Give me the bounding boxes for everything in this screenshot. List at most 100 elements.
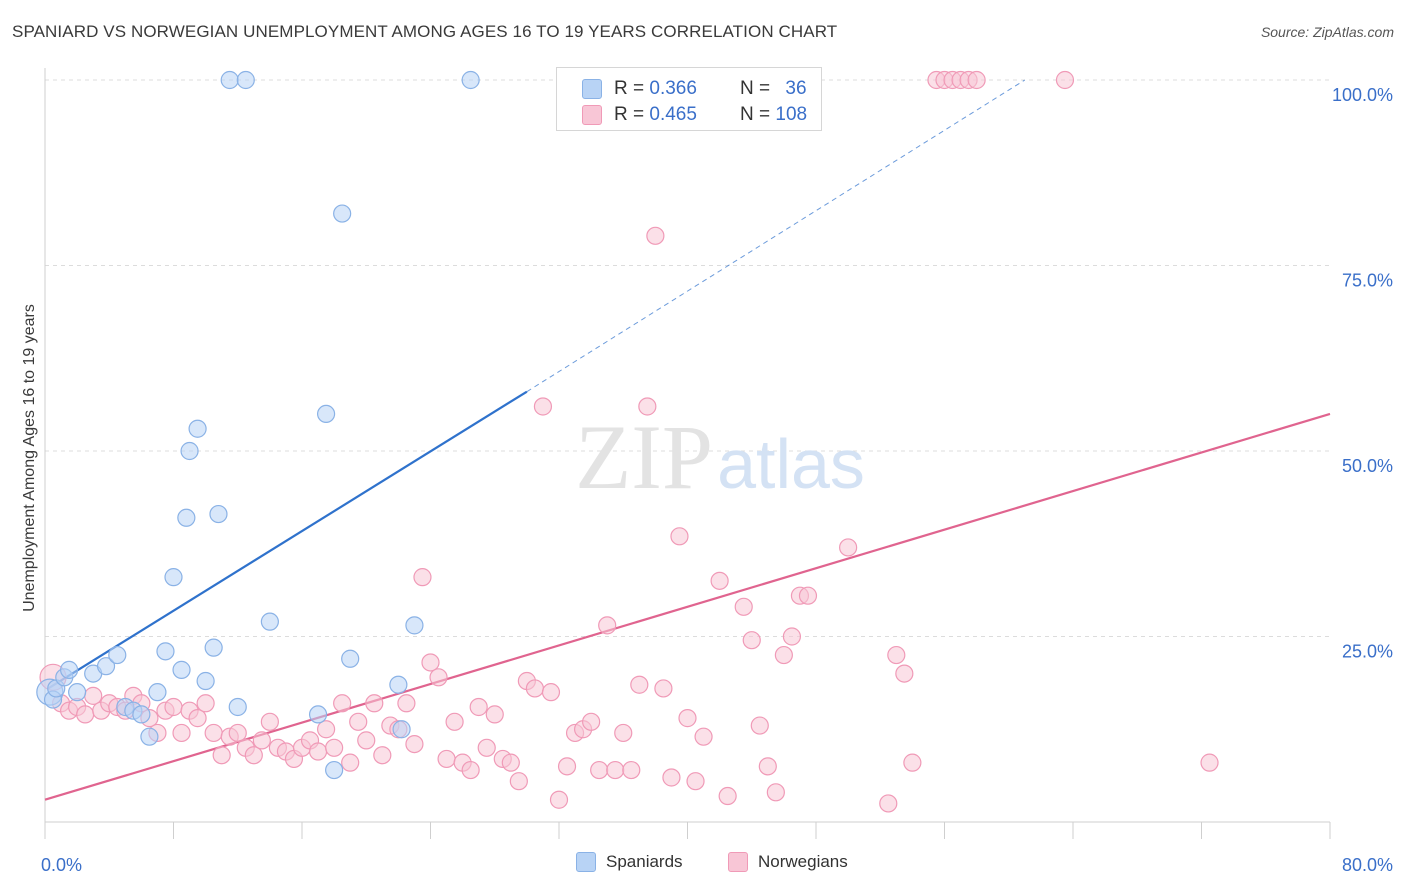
x-tick-label: 0.0%	[41, 855, 82, 875]
norwegian-point	[774, 645, 793, 665]
norwegian-point	[758, 757, 777, 776]
norwegian-point	[654, 679, 673, 698]
norwegian-point	[164, 697, 183, 717]
spaniards-legend-swatch	[576, 852, 596, 872]
norwegian-point	[750, 716, 769, 735]
norwegian-point	[461, 760, 480, 780]
norwegian-point	[485, 705, 504, 724]
norwegian-point	[341, 753, 360, 772]
norwegian-point	[308, 742, 328, 761]
watermark-zip: ZIPatlas	[575, 406, 865, 508]
norwegian-point	[622, 760, 641, 780]
norwegian-point	[839, 538, 858, 557]
norwegian-point	[879, 794, 898, 813]
norwegians-legend-label: Norwegians	[758, 852, 848, 871]
norwegian-point	[469, 697, 488, 717]
gridlines	[45, 79, 1330, 637]
norwegian-point	[477, 738, 496, 757]
norwegian-point	[582, 712, 601, 731]
spaniards-trend-line	[47, 390, 528, 690]
norwegian-point	[895, 664, 914, 683]
norwegian-point	[590, 760, 609, 780]
norwegian-point	[678, 709, 697, 728]
norwegians-r: R = 0.465	[614, 104, 697, 125]
norwegian-point	[694, 727, 713, 746]
spaniard-point	[236, 70, 255, 90]
norwegian-point	[365, 694, 384, 713]
norwegian-point	[766, 783, 785, 802]
norwegians-swatch	[582, 105, 602, 125]
norwegian-point	[742, 631, 761, 650]
spaniard-point	[333, 204, 352, 223]
x-tick-label: 80.0%	[1342, 855, 1393, 875]
norwegian-point	[501, 753, 520, 772]
norwegian-point	[76, 705, 95, 724]
norwegian-point	[686, 772, 705, 791]
norwegian-point	[316, 720, 336, 739]
norwegian-point	[630, 675, 649, 694]
norwegian-point	[798, 586, 818, 605]
spaniard-point	[325, 760, 344, 780]
norwegian-point	[188, 709, 207, 728]
spaniard-point	[308, 705, 328, 724]
spaniard-point	[392, 720, 411, 739]
spaniard-point	[132, 705, 151, 724]
norwegian-point	[1055, 70, 1075, 90]
norwegian-point	[421, 653, 440, 672]
norwegian-point	[710, 571, 729, 590]
spaniards-swatch	[582, 79, 602, 99]
spaniard-point	[108, 645, 127, 665]
norwegian-point	[541, 683, 561, 702]
spaniard-point	[209, 504, 228, 524]
norwegian-point	[373, 746, 392, 765]
spaniard-point	[156, 642, 175, 661]
norwegian-point	[84, 686, 103, 705]
norwegian-point	[533, 397, 553, 416]
spaniards-legend-label: Spaniards	[606, 852, 683, 871]
spaniard-point	[220, 70, 239, 90]
stats-legend: R = 0.366 N = 36 R = 0.465 N = 108	[556, 67, 822, 131]
spaniards-points	[36, 70, 480, 780]
norwegian-point	[614, 723, 633, 743]
norwegian-point	[525, 679, 545, 698]
norwegian-point	[333, 694, 352, 713]
spaniard-point	[260, 612, 279, 631]
spaniard-point	[405, 616, 424, 635]
norwegian-point	[405, 734, 424, 754]
norwegian-point	[437, 749, 456, 769]
spaniard-point	[59, 660, 79, 679]
spaniard-point	[96, 657, 116, 676]
spaniard-point	[172, 660, 191, 679]
spaniard-point	[68, 683, 87, 702]
legend-item-norwegians: Norwegians	[728, 852, 848, 872]
norwegian-point	[445, 712, 464, 731]
legend-row-spaniards: R = 0.366 N = 36	[557, 75, 821, 101]
norwegian-point	[325, 738, 344, 757]
norwegian-point	[670, 527, 689, 546]
chart-title: SPANIARD VS NORWEGIAN UNEMPLOYMENT AMONG…	[12, 22, 838, 41]
norwegian-point	[646, 226, 665, 245]
norwegian-point	[887, 645, 906, 665]
bottom-legend: Spaniards Norwegians	[0, 852, 1406, 876]
y-tick-label: 25.0%	[1342, 642, 1393, 662]
norwegian-point	[903, 753, 922, 772]
norwegian-point	[782, 627, 802, 646]
norwegian-point	[196, 694, 215, 713]
tick-labels: 25.0% 50.0% 75.0% 100.0% 0.0% 80.0%	[41, 85, 1393, 875]
norwegian-point	[228, 723, 247, 743]
spaniard-point	[389, 675, 408, 694]
norwegian-point	[598, 616, 617, 635]
norwegian-point	[357, 731, 376, 750]
norwegian-point	[638, 397, 657, 416]
norwegian-point	[429, 668, 448, 687]
spaniard-point	[341, 649, 360, 668]
y-tick-label: 100.0%	[1332, 85, 1393, 105]
norwegian-point	[549, 790, 569, 809]
source-label: Source: ZipAtlas.com	[1260, 24, 1394, 40]
spaniard-point	[204, 638, 223, 657]
norwegian-point	[1200, 753, 1219, 772]
norwegian-point	[718, 786, 737, 806]
spaniard-point	[164, 568, 183, 587]
legend-item-spaniards: Spaniards	[576, 852, 683, 872]
